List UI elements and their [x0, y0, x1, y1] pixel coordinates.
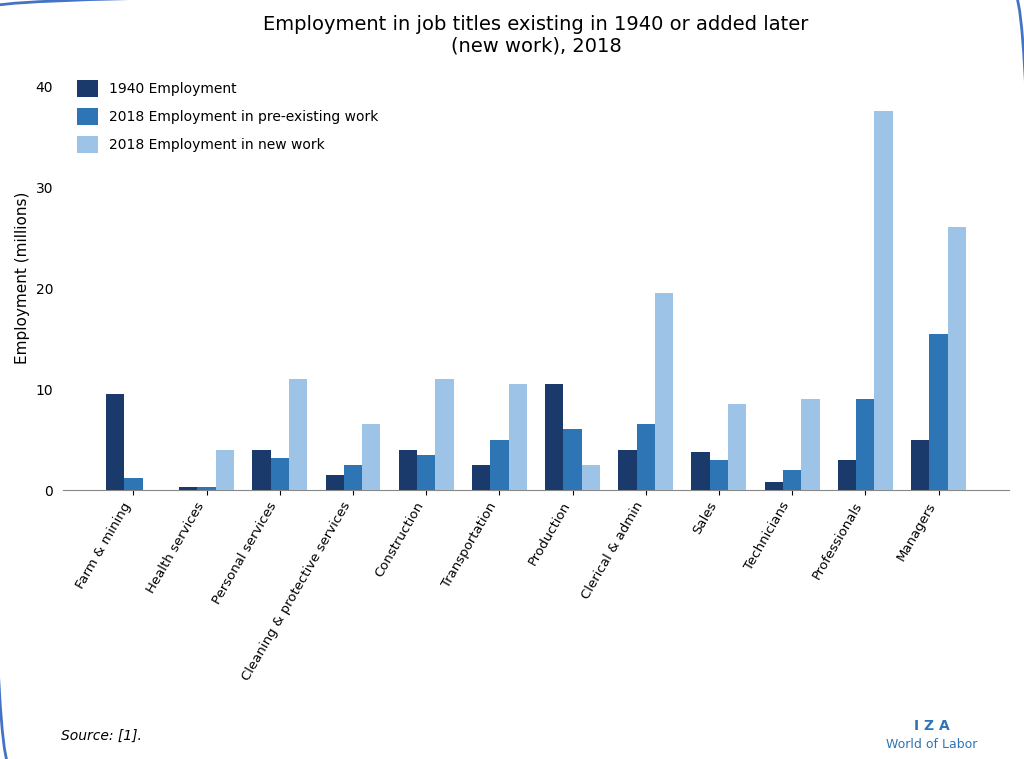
Bar: [856, 399, 874, 490]
Bar: [124, 478, 142, 490]
Bar: [179, 487, 198, 490]
Title: Employment in job titles existing in 1940 or added later
(new work), 2018: Employment in job titles existing in 194…: [263, 15, 809, 56]
Bar: [930, 333, 947, 490]
Bar: [655, 293, 673, 490]
Bar: [563, 430, 582, 490]
Bar: [710, 460, 728, 490]
Bar: [435, 379, 454, 490]
Bar: [802, 399, 819, 490]
Bar: [911, 439, 930, 490]
Bar: [472, 465, 490, 490]
Bar: [105, 394, 124, 490]
Bar: [728, 405, 746, 490]
Bar: [490, 439, 509, 490]
Y-axis label: Employment (millions): Employment (millions): [15, 192, 30, 364]
Bar: [216, 449, 234, 490]
Bar: [252, 449, 270, 490]
Bar: [545, 384, 563, 490]
Bar: [398, 449, 417, 490]
Bar: [344, 465, 362, 490]
Bar: [765, 482, 783, 490]
Bar: [362, 424, 380, 490]
Bar: [582, 465, 600, 490]
Bar: [947, 228, 966, 490]
Text: I Z A: I Z A: [914, 720, 949, 733]
Bar: [783, 470, 802, 490]
Legend: 1940 Employment, 2018 Employment in pre-existing work, 2018 Employment in new wo: 1940 Employment, 2018 Employment in pre-…: [70, 73, 385, 160]
Text: Source: [1].: Source: [1].: [61, 729, 142, 743]
Bar: [618, 449, 637, 490]
Bar: [874, 112, 893, 490]
Bar: [198, 487, 216, 490]
Bar: [326, 475, 344, 490]
Text: World of Labor: World of Labor: [886, 738, 978, 751]
Bar: [637, 424, 655, 490]
Bar: [691, 452, 710, 490]
Bar: [509, 384, 526, 490]
Bar: [838, 460, 856, 490]
Bar: [417, 455, 435, 490]
Bar: [270, 458, 289, 490]
Bar: [289, 379, 307, 490]
